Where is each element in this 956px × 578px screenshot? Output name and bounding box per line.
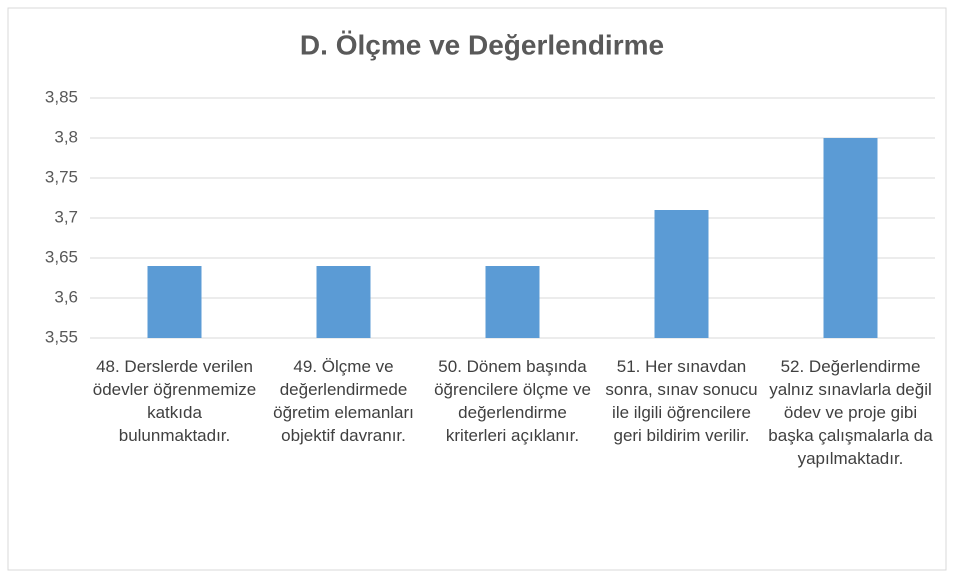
chart-title: D. Ölçme ve Değerlendirme [300, 29, 664, 60]
y-tick-label: 3,65 [45, 247, 78, 266]
y-tick-label: 3,7 [54, 207, 78, 226]
y-tick-label: 3,8 [54, 127, 78, 146]
x-tick-label: 52. Değerlendirme yalnız sınavlarla deği… [768, 357, 933, 468]
bar [316, 266, 371, 338]
bar [485, 266, 540, 338]
y-tick-label: 3,6 [54, 287, 78, 306]
bar [823, 138, 878, 338]
bar [147, 266, 202, 338]
y-tick-label: 3,75 [45, 167, 78, 186]
x-tick-label: 50. Dönem başında öğrencilere ölçme ve d… [434, 357, 591, 445]
y-tick-label: 3,55 [45, 327, 78, 346]
bar [654, 210, 709, 338]
y-tick-label: 3,85 [45, 87, 78, 106]
x-tick-label: 49. Ölçme ve değerlendirmede öğretim ele… [273, 357, 414, 445]
x-tick-label: 51. Her sınavdan sonra, sınav sonucu ile… [605, 357, 758, 445]
x-tick-label: 48. Derslerde verilen ödevler öğrenmemiz… [92, 357, 257, 445]
